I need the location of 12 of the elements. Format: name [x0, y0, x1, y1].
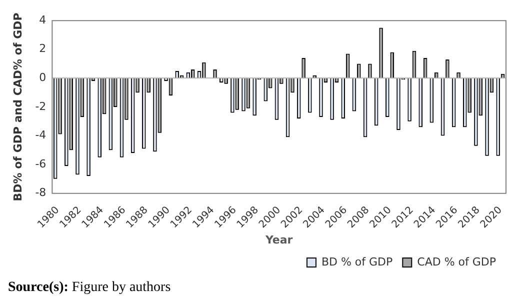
y-tick-label: -8: [35, 186, 46, 200]
x-axis-title: Year: [264, 233, 294, 246]
y-tick-label: 0: [39, 71, 46, 84]
legend-label: BD % of GDP: [321, 255, 394, 268]
y-tick-label: -4: [35, 128, 46, 142]
y-axis-title: BD% of GDP and CAD% of GDP: [11, 12, 24, 202]
legend-label: CAD % of GDP: [417, 255, 496, 268]
source-note: Source(s): Figure by authors: [8, 280, 171, 295]
y-tick-label: 4: [39, 13, 46, 26]
y-tick-label: -6: [35, 157, 46, 170]
y-tick-label: -2: [35, 100, 46, 113]
y-tick-label: 2: [39, 42, 46, 56]
